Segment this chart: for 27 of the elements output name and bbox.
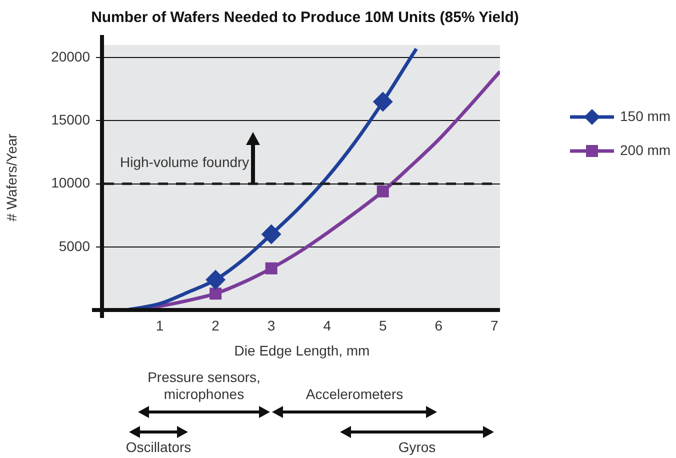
y-tick-label: 20000 [51,48,90,64]
y-tick-label: 5000 [58,238,90,254]
x-tick-label: 4 [323,317,332,334]
ref-line-label: High-volume foundry [120,154,250,170]
x-tick-label: 3 [267,317,276,334]
y-axis-title: # Wafers/Year [3,133,20,222]
y-tick-label: 10000 [51,174,90,191]
point [206,270,225,289]
text: Oscillators [126,439,192,456]
x-tick-label: 7 [490,317,499,334]
legend-label: 200 mm [620,142,671,158]
text: Pressure sensors, microphones [148,369,260,403]
point [376,185,389,198]
chart-title: Number of Wafers Needed to Produce 10M Units (85% Yield) [91,9,519,26]
x-tick-label: 5 [378,317,387,334]
x-axis-title: Die Edge Length, mm [234,342,370,358]
x-tick-label: 1 [156,317,164,334]
point [210,288,222,300]
legend-label: 150 mm [620,108,671,124]
text: Accelerometers [306,386,404,403]
text: Gyros [398,439,436,456]
point [374,92,392,112]
point [265,262,278,274]
point [262,225,281,244]
x-tick-label: 6 [434,317,443,334]
x-tick-label: 2 [212,317,220,334]
y-tick-label: 15000 [51,112,90,128]
